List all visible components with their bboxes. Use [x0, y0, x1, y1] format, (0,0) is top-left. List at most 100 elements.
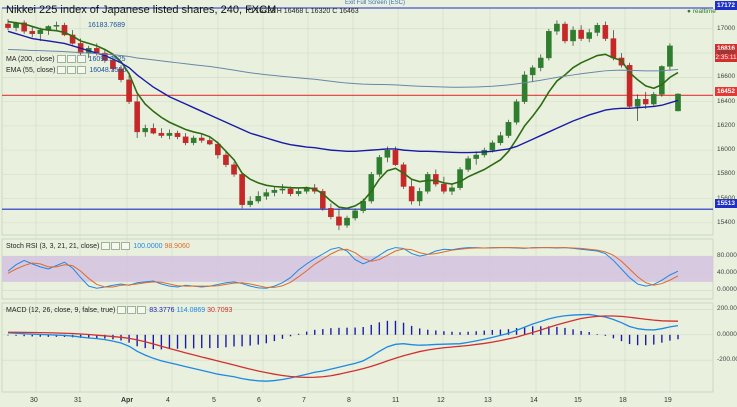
macd-line-0: [7, 313, 679, 382]
close-icon[interactable]: [77, 66, 87, 75]
x-tick-label: 11: [392, 397, 400, 404]
stoch-band: [2, 256, 713, 282]
candle-down: [408, 186, 415, 202]
y-tick-label: 16000: [717, 146, 736, 154]
countdown-tag: 2:35:11: [715, 53, 737, 62]
price-line-1: [7, 30, 679, 154]
macd-line-value: 114.0869: [176, 307, 206, 314]
candle-up: [594, 25, 601, 33]
ema-label: EMA (55, close): [6, 67, 56, 74]
candle-up: [457, 169, 463, 188]
candle-down: [433, 174, 439, 185]
candle-up: [537, 57, 544, 68]
candle-down: [328, 208, 334, 218]
candle-up: [424, 174, 431, 192]
candle-up: [586, 32, 593, 39]
close-icon[interactable]: [76, 55, 86, 64]
candle-down: [223, 154, 229, 165]
top-price-tag: 17172: [715, 1, 737, 10]
x-tick-label: 13: [484, 397, 492, 404]
candle-down: [562, 23, 568, 42]
candle-up: [497, 135, 504, 144]
price-series: [2, 7, 713, 231]
candle-up: [53, 25, 60, 27]
x-tick-label: 7: [302, 397, 306, 404]
candle-up: [449, 187, 455, 192]
candle-down: [320, 191, 326, 209]
ema-short-legend: 16183.7689: [88, 21, 125, 30]
y-tick-label: 16200: [717, 121, 736, 129]
ema-legend[interactable]: EMA (55, close) 16048.3556: [6, 66, 126, 75]
x-tick-label: 12: [437, 397, 445, 404]
candle-up: [344, 217, 350, 226]
candle-up: [416, 191, 423, 202]
candle-down: [231, 164, 237, 175]
blue-line-tag: 15513: [715, 199, 737, 208]
candle-up: [513, 101, 520, 123]
exit-fullscreen-link[interactable]: Exit Full Screen (ESC): [345, 0, 406, 6]
candle-up: [255, 195, 262, 202]
candle-down: [239, 174, 245, 205]
candle-up: [295, 191, 302, 194]
y-tick-label: 0.0000: [717, 330, 737, 338]
x-tick-label: 14: [530, 397, 538, 404]
candle-up: [247, 200, 253, 205]
candle-up: [271, 189, 278, 193]
y-tick-label: 0.0000: [717, 286, 737, 294]
y-tick-label: 200.0000: [717, 305, 737, 313]
candle-down: [198, 137, 205, 141]
y-tick-label: 15800: [717, 170, 736, 178]
candle-up: [529, 67, 536, 76]
y-tick-label: -200.0000: [717, 356, 737, 364]
settings-icon[interactable]: [117, 306, 127, 315]
y-tick-label: 17000: [717, 24, 736, 32]
stoch-series: [2, 247, 713, 289]
ema-short-value: 16183.7689: [88, 22, 125, 29]
realtime-label: ● realtime: [687, 8, 716, 15]
y-tick-label: 40.0000: [717, 269, 737, 277]
price-line-0: [7, 20, 679, 210]
chart-title: Nikkei 225 index of Japanese listed shar…: [6, 4, 277, 16]
close-icon[interactable]: [137, 306, 147, 315]
stoch-legend[interactable]: Stoch RSI (3, 3, 21, 21, close) 100.0000…: [6, 242, 190, 251]
candle-down: [69, 34, 76, 44]
candle-up: [465, 158, 471, 170]
x-tick-label: 8: [347, 397, 351, 404]
visibility-icon[interactable]: [67, 66, 77, 75]
candle-down: [215, 143, 221, 156]
settings-icon[interactable]: [101, 242, 111, 251]
candle-down: [602, 25, 609, 39]
candle-down: [207, 140, 213, 145]
macd-signal-value: 30.7093: [207, 307, 233, 314]
x-tick-label: 4: [166, 397, 170, 404]
ma-legend[interactable]: MA (200, close) 16098.3825: [6, 55, 126, 64]
settings-icon[interactable]: [57, 66, 67, 75]
candle-up: [675, 93, 681, 112]
visibility-icon[interactable]: [127, 306, 137, 315]
candle-up: [634, 98, 641, 107]
price-panel[interactable]: [1, 7, 714, 236]
candle-down: [336, 216, 342, 226]
y-tick-label: 15400: [717, 218, 736, 226]
candle-up: [190, 137, 197, 144]
candle-up: [142, 128, 149, 133]
close-icon[interactable]: [121, 242, 131, 251]
candle-down: [5, 23, 11, 28]
x-tick-label: 15: [574, 397, 582, 404]
macd-legend[interactable]: MACD (12, 26, close, 9, false, true) 83.…: [6, 306, 232, 315]
candle-down: [150, 128, 157, 134]
stoch-k-value: 100.0000: [133, 243, 163, 250]
candle-up: [279, 188, 286, 191]
candle-up: [650, 94, 657, 105]
y-tick-label: 80.0000: [717, 252, 737, 260]
macd-panel[interactable]: [1, 302, 714, 393]
visibility-icon[interactable]: [66, 55, 76, 64]
candle-down: [29, 31, 36, 34]
candle-down: [182, 136, 189, 144]
visibility-icon[interactable]: [111, 242, 121, 251]
candle-up: [376, 157, 383, 175]
settings-icon[interactable]: [56, 55, 66, 64]
candle-up: [659, 66, 665, 95]
